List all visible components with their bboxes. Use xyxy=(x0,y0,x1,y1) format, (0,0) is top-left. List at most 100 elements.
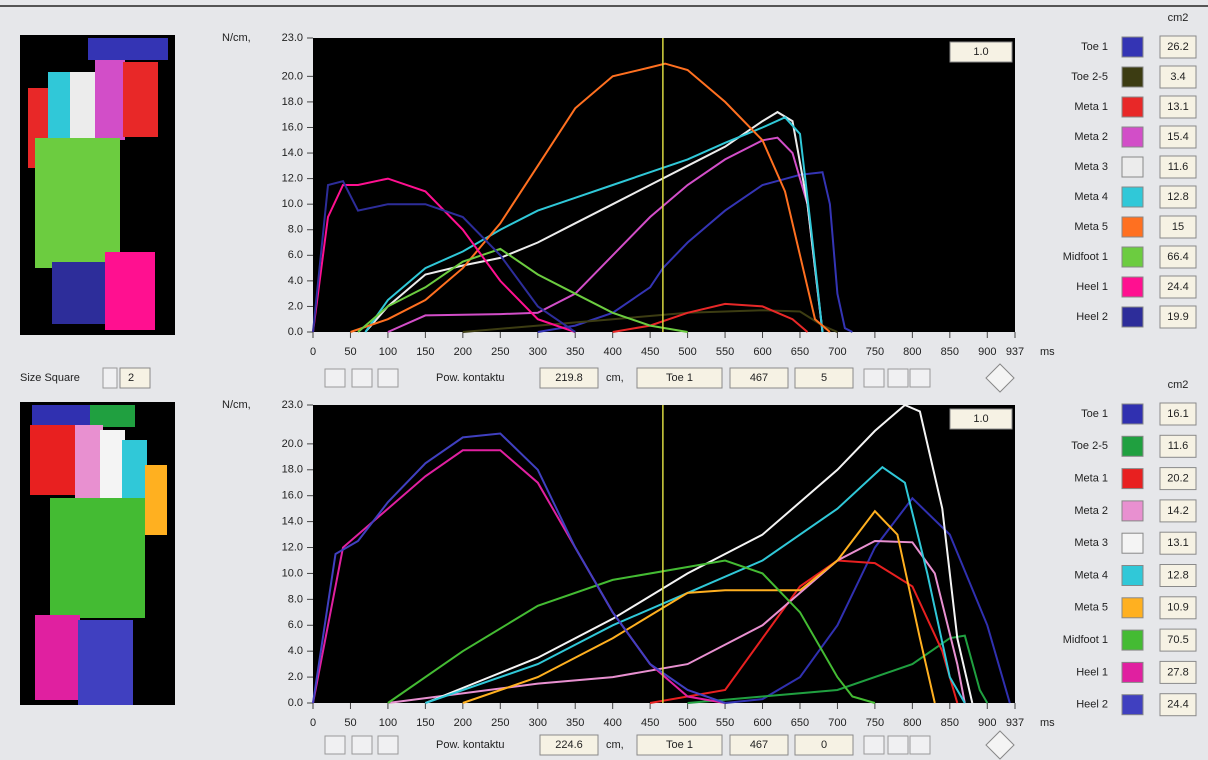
sensor-field[interactable] xyxy=(636,367,723,389)
x-tick-label: 650 xyxy=(791,346,809,358)
area-field xyxy=(1159,215,1197,239)
area-header: cm2 xyxy=(1168,379,1189,391)
area-value: 20.2 xyxy=(1167,473,1188,485)
y-tick-label: 2.0 xyxy=(288,300,303,312)
area-value: 15.4 xyxy=(1167,131,1188,143)
tool-button[interactable] xyxy=(324,735,346,755)
x-tick-label: 450 xyxy=(641,717,659,729)
legend-swatch xyxy=(1121,532,1144,554)
y-tick-label: 8.0 xyxy=(288,593,303,605)
area-value: 16.1 xyxy=(1167,408,1188,420)
tool-button[interactable] xyxy=(324,368,346,388)
area-value: 11.6 xyxy=(1168,440,1189,452)
cursor-field[interactable] xyxy=(729,367,789,389)
tool-button[interactable] xyxy=(351,735,373,755)
legend-label: Meta 3 xyxy=(1074,537,1108,549)
x-tick-label: 400 xyxy=(604,346,622,358)
size-square-value: 2 xyxy=(128,372,134,384)
y-axis-unit: N/cm, xyxy=(222,399,251,411)
index-field[interactable] xyxy=(794,734,854,756)
legend-swatch xyxy=(1121,435,1144,457)
legend-swatch xyxy=(1121,661,1144,683)
area-field xyxy=(1159,434,1197,458)
y-tick-label: 14.0 xyxy=(282,147,303,159)
contact-field[interactable] xyxy=(539,367,599,389)
y-tick-label: 12.0 xyxy=(282,173,303,185)
area-field xyxy=(1159,531,1197,555)
area-value: 19.9 xyxy=(1167,311,1188,323)
x-tick-label: 300 xyxy=(529,717,547,729)
plot-area xyxy=(313,38,1015,332)
area-value: 3.4 xyxy=(1170,71,1185,83)
area-value: 12.8 xyxy=(1167,191,1188,203)
y-tick-label: 10.0 xyxy=(282,198,303,210)
spinner[interactable] xyxy=(102,367,118,389)
area-value: 24.4 xyxy=(1167,699,1188,711)
area-field xyxy=(1159,628,1197,652)
cursor-tool[interactable] xyxy=(887,368,909,388)
legend-swatch xyxy=(1121,597,1144,619)
x-axis-unit: ms xyxy=(1040,717,1055,729)
legend-label: Toe 1 xyxy=(1081,408,1108,420)
x-tick-label: 100 xyxy=(379,717,397,729)
legend-swatch xyxy=(1121,156,1144,178)
pan-control[interactable] xyxy=(985,730,1015,760)
pan-control[interactable] xyxy=(985,363,1015,393)
series-line xyxy=(364,110,824,333)
cursor-tool[interactable] xyxy=(909,735,931,755)
x-tick-label: 750 xyxy=(866,346,884,358)
series-line xyxy=(387,136,824,333)
legend-swatch xyxy=(1121,500,1144,522)
tool-button[interactable] xyxy=(377,735,399,755)
cursor-tool[interactable] xyxy=(909,368,931,388)
size-square-field[interactable] xyxy=(119,367,151,389)
cursor-tool[interactable] xyxy=(863,735,885,755)
tool-button[interactable] xyxy=(377,368,399,388)
legend-label: Midfoot 1 xyxy=(1063,634,1108,646)
x-tick-label: 300 xyxy=(529,346,547,358)
cursor-field[interactable] xyxy=(729,734,789,756)
y-tick-label: 4.0 xyxy=(288,645,303,657)
legend-swatch xyxy=(1121,186,1144,208)
area-value: 11.6 xyxy=(1168,161,1189,173)
tool-button[interactable] xyxy=(351,368,373,388)
y-tick-label: 16.0 xyxy=(282,121,303,133)
index-field[interactable] xyxy=(794,367,854,389)
x-tick-label: 500 xyxy=(678,346,696,358)
x-tick-label: 500 xyxy=(678,717,696,729)
contact-field[interactable] xyxy=(539,734,599,756)
area-value: 24.4 xyxy=(1167,281,1188,293)
sensor-field-value: Toe 1 xyxy=(666,372,693,384)
x-tick-label: 750 xyxy=(866,717,884,729)
contact-label: Pow. kontaktu xyxy=(436,739,505,751)
cursor-tool[interactable] xyxy=(887,735,909,755)
series-line xyxy=(312,177,576,333)
x-tick-label: 650 xyxy=(791,717,809,729)
sensor-field[interactable] xyxy=(636,734,723,756)
area-field xyxy=(1159,125,1197,149)
legend-label: Meta 5 xyxy=(1074,602,1108,614)
legend-swatch xyxy=(1121,96,1144,118)
area-value: 26.2 xyxy=(1167,41,1188,53)
y-tick-label: 10.0 xyxy=(282,567,303,579)
scale-field[interactable] xyxy=(949,41,1013,63)
x-tick-label: 450 xyxy=(641,346,659,358)
series-line xyxy=(312,432,726,704)
x-tick-label: 0 xyxy=(310,346,316,358)
legend-label: Meta 4 xyxy=(1074,191,1108,203)
area-field xyxy=(1159,275,1197,299)
cursor-tool[interactable] xyxy=(863,368,885,388)
y-axis-unit: N/cm, xyxy=(222,32,251,44)
area-value: 14.2 xyxy=(1167,505,1188,517)
contact-field-value: 224.6 xyxy=(555,739,583,751)
area-value: 70.5 xyxy=(1167,634,1188,646)
x-tick-label: 700 xyxy=(828,717,846,729)
legend-label: Toe 1 xyxy=(1081,41,1108,53)
y-tick-label: 0.0 xyxy=(288,697,303,709)
legend-label: Heel 2 xyxy=(1076,311,1108,323)
scale-field[interactable] xyxy=(949,408,1013,430)
x-tick-label: 150 xyxy=(416,346,434,358)
y-tick-label: 18.0 xyxy=(282,96,303,108)
area-field xyxy=(1159,95,1197,119)
area-field xyxy=(1159,564,1197,587)
